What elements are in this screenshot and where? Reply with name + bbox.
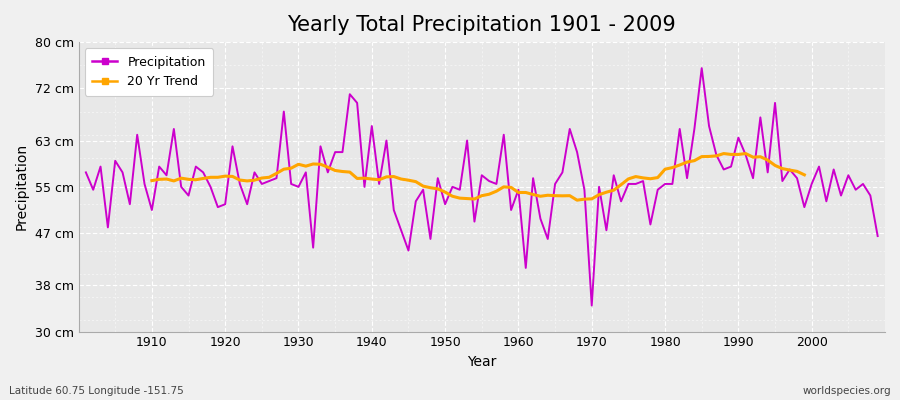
X-axis label: Year: Year bbox=[467, 355, 497, 369]
Text: Latitude 60.75 Longitude -151.75: Latitude 60.75 Longitude -151.75 bbox=[9, 386, 184, 396]
Legend: Precipitation, 20 Yr Trend: Precipitation, 20 Yr Trend bbox=[85, 48, 213, 96]
Text: worldspecies.org: worldspecies.org bbox=[803, 386, 891, 396]
Title: Yearly Total Precipitation 1901 - 2009: Yearly Total Precipitation 1901 - 2009 bbox=[287, 15, 676, 35]
Y-axis label: Precipitation: Precipitation bbox=[15, 143, 29, 230]
